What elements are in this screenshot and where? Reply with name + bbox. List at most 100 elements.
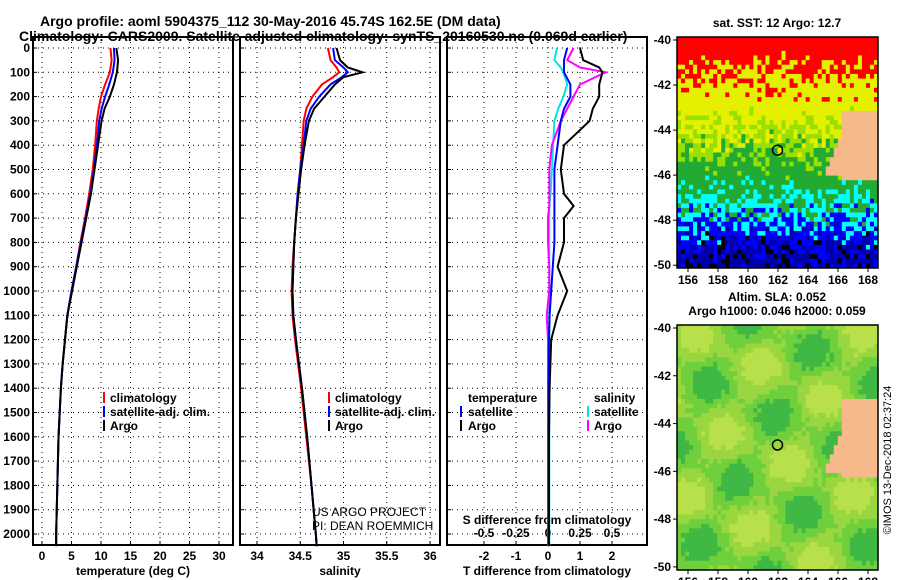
map-pixel [765, 101, 770, 107]
map-pixel [829, 445, 835, 451]
map-pixel [853, 64, 859, 70]
map-pixel [713, 348, 718, 354]
map-pixel [817, 417, 823, 423]
map-pixel [813, 403, 819, 409]
map-pixel [865, 194, 871, 200]
map-pixel [717, 64, 722, 70]
map-pixel [717, 459, 722, 465]
map-pixel [745, 380, 750, 386]
map-pixel [689, 408, 694, 414]
map-pixel [821, 385, 827, 391]
map-pixel [781, 161, 787, 167]
map-pixel [793, 189, 799, 195]
map-pixel [857, 235, 863, 241]
map-pixel [849, 380, 855, 386]
map-pixel [705, 514, 710, 520]
map-pixel [869, 217, 875, 223]
map-pixel [865, 152, 871, 158]
map-pixel [769, 147, 774, 153]
map-pixel [873, 92, 879, 98]
map-pixel [801, 235, 807, 241]
map-pixel [781, 334, 787, 340]
map-pixel [801, 217, 807, 223]
map-pixel [753, 212, 758, 218]
map-pixel [701, 431, 706, 437]
map-pixel [681, 486, 686, 492]
map-pixel [873, 371, 879, 377]
map-pixel [801, 440, 807, 446]
map-pixel [753, 221, 758, 227]
map-pixel [813, 124, 819, 130]
map-pixel [853, 55, 859, 61]
map-pixel [845, 263, 851, 269]
map-pixel [773, 361, 778, 368]
map-pixel [757, 408, 762, 414]
map-pixel [721, 157, 726, 163]
map-pixel [817, 92, 823, 98]
map-pixel [729, 60, 734, 66]
map-pixel [781, 115, 787, 121]
map-pixel [809, 408, 815, 414]
map-pixel [717, 417, 722, 423]
map-pixel [861, 152, 867, 158]
map-pixel [849, 110, 855, 117]
map-pixel [701, 83, 706, 89]
map-pixel [841, 231, 847, 237]
map-pixel [809, 147, 815, 153]
map-pixel [813, 207, 819, 214]
map-pixel [709, 334, 714, 340]
map-pixel [701, 231, 706, 237]
map-pixel [725, 482, 730, 488]
map-pixel [809, 161, 815, 167]
map-pixel [717, 357, 722, 363]
map-pixel [769, 115, 774, 121]
map-pixel [845, 435, 851, 442]
map-pixel [789, 463, 795, 469]
map-pixel [769, 73, 774, 80]
map-pixel [797, 115, 803, 121]
map-pixel [709, 417, 714, 423]
map-pixel [729, 249, 734, 255]
map-pixel [721, 166, 726, 172]
map-pixel [789, 207, 795, 214]
map-pixel [793, 217, 799, 223]
map-pixel [781, 491, 787, 497]
map-pixel [749, 97, 754, 103]
map-pixel [825, 175, 831, 181]
map-pixel [813, 87, 819, 93]
map-pixel [857, 348, 863, 354]
map-pixel [733, 263, 738, 269]
map-pixel [801, 329, 807, 335]
map-pixel [797, 189, 803, 195]
map-pixel [813, 170, 819, 177]
map-pixel [761, 403, 766, 409]
map-pixel [849, 505, 855, 511]
map-pixel [709, 226, 714, 232]
map-pixel [809, 357, 815, 363]
map-pixel [777, 120, 783, 126]
map-pixel [701, 394, 706, 400]
map-pixel [857, 138, 863, 144]
map-pixel [713, 207, 718, 214]
depth-tick-label: 1500 [3, 406, 30, 420]
map-pixel [869, 449, 875, 455]
map-pixel [709, 50, 714, 56]
map-pixel [825, 69, 831, 75]
map-pixel [753, 482, 758, 488]
map-pixel [797, 445, 803, 451]
map-pixel [829, 212, 835, 218]
map-pixel [793, 180, 799, 186]
map-pixel [793, 263, 799, 269]
map-pixel [829, 184, 835, 190]
map-pixel [861, 477, 867, 483]
map-pixel [697, 412, 702, 418]
map-pixel [797, 472, 803, 479]
map-pixel [845, 55, 851, 61]
map-pixel [753, 64, 758, 70]
map-pixel [817, 124, 823, 130]
map-pixel [681, 73, 686, 80]
map-pixel [817, 352, 823, 358]
map-pixel [701, 106, 706, 112]
map-pixel [821, 78, 827, 84]
map-pixel [841, 249, 847, 255]
